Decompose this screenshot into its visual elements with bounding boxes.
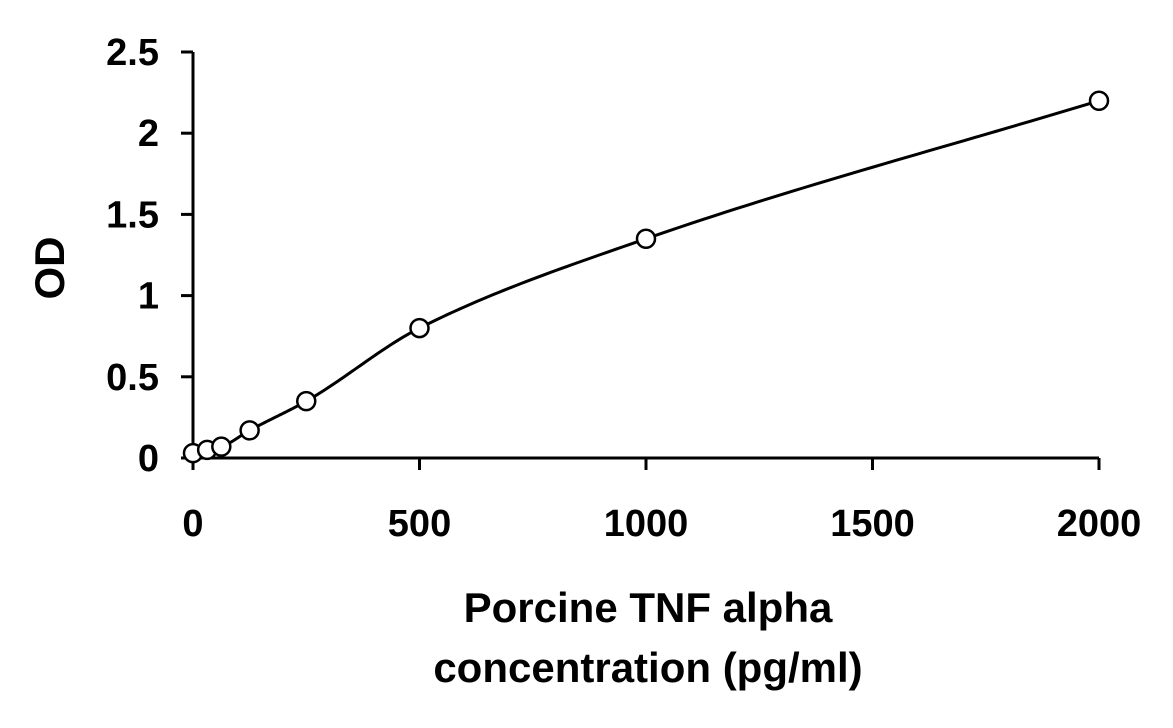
y-tick-label: 0.5 — [106, 357, 159, 399]
x-tick-label: 0 — [182, 503, 203, 545]
x-axis-title-line-1: Porcine TNF alpha — [464, 584, 833, 631]
y-tick-label: 0 — [138, 438, 159, 480]
x-axis-title-line-2: concentration (pg/ml) — [433, 644, 862, 691]
y-tick-label: 1 — [138, 276, 159, 318]
data-point — [239, 420, 260, 441]
x-tick-label: 1000 — [604, 503, 689, 545]
x-tick-label: 1500 — [830, 503, 915, 545]
data-point — [1088, 90, 1110, 111]
x-tick-label: 500 — [388, 503, 451, 545]
y-tick-label: 2.5 — [106, 32, 159, 74]
data-points — [182, 90, 1110, 464]
y-tick-label: 1.5 — [106, 194, 159, 236]
data-point — [296, 390, 317, 412]
y-axis-title: OD — [26, 237, 73, 300]
x-tick-label: 2000 — [1057, 503, 1142, 545]
fit-curve — [192, 99, 1100, 455]
data-point — [211, 436, 232, 457]
y-tick-label: 2 — [138, 113, 159, 155]
y-axis-ticks: 0 0.5 1 1.5 2 2.5 — [106, 32, 193, 480]
data-point — [635, 228, 657, 250]
data-point — [409, 317, 430, 339]
x-axis-ticks: 0 500 1000 1500 2000 — [182, 458, 1141, 545]
